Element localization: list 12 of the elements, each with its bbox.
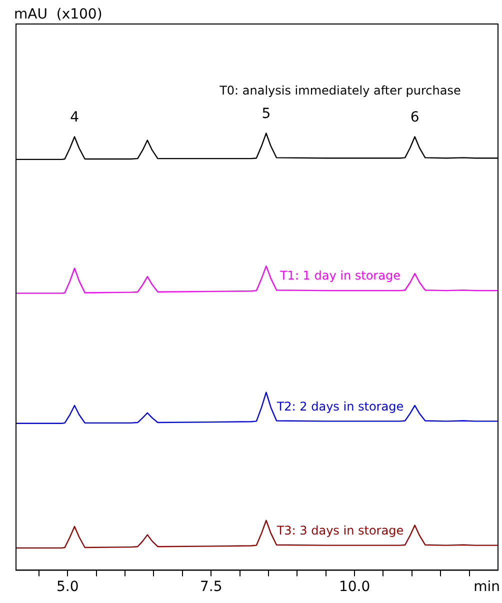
- annotation: 5: [262, 106, 271, 122]
- annotation: 6: [410, 109, 420, 126]
- x-tick-label: 10.0: [338, 579, 370, 596]
- series-label: T1: 1 day in storage: [278, 268, 400, 283]
- x-tick-label: 7.5: [200, 579, 222, 596]
- x-axis-title: min: [474, 578, 500, 595]
- text: mAU (x100): [14, 6, 102, 23]
- series-label: T2: 2 days in storage: [276, 399, 404, 414]
- series-label: T3: 3 days in storage: [276, 523, 404, 538]
- x-tick-label: 5.0: [56, 579, 79, 596]
- annotation: 4: [70, 109, 80, 126]
- text: T0: analysis immediately after purchase: [218, 83, 461, 98]
